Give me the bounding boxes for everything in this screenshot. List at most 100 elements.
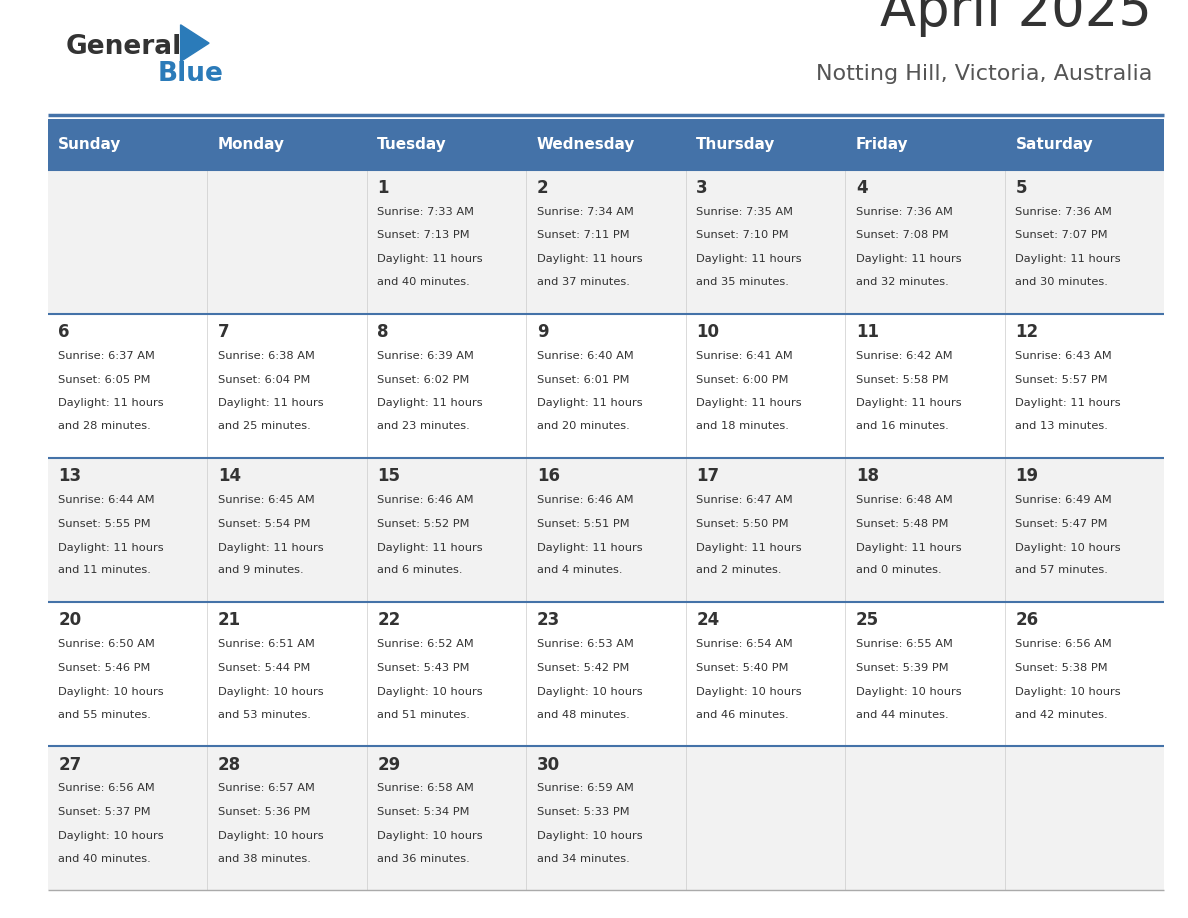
Text: Sunrise: 6:39 AM: Sunrise: 6:39 AM	[378, 351, 474, 361]
Text: and 4 minutes.: and 4 minutes.	[537, 565, 623, 576]
Text: 13: 13	[58, 467, 81, 486]
Text: Daylight: 11 hours: Daylight: 11 hours	[378, 398, 482, 409]
Text: Sunset: 5:58 PM: Sunset: 5:58 PM	[855, 375, 948, 385]
Text: 25: 25	[855, 611, 879, 630]
Text: 15: 15	[378, 467, 400, 486]
Text: and 0 minutes.: and 0 minutes.	[855, 565, 942, 576]
Text: 22: 22	[378, 611, 400, 630]
Text: Sunset: 5:48 PM: Sunset: 5:48 PM	[855, 519, 948, 529]
Text: Sunrise: 6:48 AM: Sunrise: 6:48 AM	[855, 495, 953, 505]
Text: Daylight: 11 hours: Daylight: 11 hours	[217, 543, 323, 553]
Bar	[207, 119, 367, 170]
Text: Wednesday: Wednesday	[537, 137, 636, 152]
Text: Sunrise: 6:59 AM: Sunrise: 6:59 AM	[537, 783, 633, 793]
Text: 14: 14	[217, 467, 241, 486]
Text: Sunrise: 7:36 AM: Sunrise: 7:36 AM	[855, 207, 953, 217]
Text: 24: 24	[696, 611, 720, 630]
Text: 27: 27	[58, 756, 82, 774]
Text: Daylight: 11 hours: Daylight: 11 hours	[855, 543, 961, 553]
Text: Sunset: 5:54 PM: Sunset: 5:54 PM	[217, 519, 310, 529]
Text: and 42 minutes.: and 42 minutes.	[1016, 710, 1108, 720]
Bar	[48, 458, 1164, 602]
Text: and 53 minutes.: and 53 minutes.	[217, 710, 310, 720]
Text: Daylight: 11 hours: Daylight: 11 hours	[855, 254, 961, 264]
Text: Daylight: 10 hours: Daylight: 10 hours	[217, 831, 323, 841]
Text: Sunset: 5:52 PM: Sunset: 5:52 PM	[378, 519, 469, 529]
Text: Sunrise: 6:57 AM: Sunrise: 6:57 AM	[217, 783, 315, 793]
Text: Sunrise: 6:38 AM: Sunrise: 6:38 AM	[217, 351, 315, 361]
Text: Daylight: 11 hours: Daylight: 11 hours	[1016, 254, 1121, 264]
Text: Sunrise: 6:58 AM: Sunrise: 6:58 AM	[378, 783, 474, 793]
Bar	[685, 119, 845, 170]
Text: Sunset: 5:40 PM: Sunset: 5:40 PM	[696, 663, 789, 673]
Text: Daylight: 11 hours: Daylight: 11 hours	[537, 254, 643, 264]
Text: Sunset: 6:04 PM: Sunset: 6:04 PM	[217, 375, 310, 385]
Text: 12: 12	[1016, 323, 1038, 341]
Text: Sunrise: 6:44 AM: Sunrise: 6:44 AM	[58, 495, 154, 505]
Text: Sunrise: 7:36 AM: Sunrise: 7:36 AM	[1016, 207, 1112, 217]
Text: and 30 minutes.: and 30 minutes.	[1016, 277, 1108, 287]
Text: 28: 28	[217, 756, 241, 774]
Bar	[526, 119, 685, 170]
Text: Sunset: 5:46 PM: Sunset: 5:46 PM	[58, 663, 151, 673]
Text: 18: 18	[855, 467, 879, 486]
Text: Daylight: 10 hours: Daylight: 10 hours	[855, 687, 961, 697]
Text: Daylight: 10 hours: Daylight: 10 hours	[1016, 543, 1121, 553]
Text: and 13 minutes.: and 13 minutes.	[1016, 421, 1108, 431]
Bar	[845, 119, 1005, 170]
Text: Sunset: 5:39 PM: Sunset: 5:39 PM	[855, 663, 948, 673]
Text: and 6 minutes.: and 6 minutes.	[378, 565, 463, 576]
Text: 20: 20	[58, 611, 81, 630]
Text: 2: 2	[537, 179, 549, 197]
Text: and 37 minutes.: and 37 minutes.	[537, 277, 630, 287]
Text: 8: 8	[378, 323, 388, 341]
Text: Saturday: Saturday	[1016, 137, 1093, 152]
Text: Sunrise: 6:42 AM: Sunrise: 6:42 AM	[855, 351, 953, 361]
Text: Sunrise: 6:46 AM: Sunrise: 6:46 AM	[378, 495, 474, 505]
Text: Daylight: 11 hours: Daylight: 11 hours	[696, 398, 802, 409]
Text: Sunrise: 6:46 AM: Sunrise: 6:46 AM	[537, 495, 633, 505]
Text: and 9 minutes.: and 9 minutes.	[217, 565, 303, 576]
Bar	[48, 170, 1164, 314]
Text: Daylight: 10 hours: Daylight: 10 hours	[58, 687, 164, 697]
Text: 29: 29	[378, 756, 400, 774]
Text: Blue: Blue	[158, 62, 223, 87]
Text: Daylight: 10 hours: Daylight: 10 hours	[1016, 687, 1121, 697]
Text: Sunset: 7:08 PM: Sunset: 7:08 PM	[855, 230, 948, 241]
Text: and 40 minutes.: and 40 minutes.	[58, 854, 151, 864]
Text: and 36 minutes.: and 36 minutes.	[378, 854, 470, 864]
Text: Sunrise: 7:34 AM: Sunrise: 7:34 AM	[537, 207, 633, 217]
Text: and 57 minutes.: and 57 minutes.	[1016, 565, 1108, 576]
Text: and 18 minutes.: and 18 minutes.	[696, 421, 789, 431]
Text: Daylight: 11 hours: Daylight: 11 hours	[58, 398, 164, 409]
Text: Friday: Friday	[855, 137, 909, 152]
Text: 19: 19	[1016, 467, 1038, 486]
Text: and 44 minutes.: and 44 minutes.	[855, 710, 948, 720]
Text: Sunset: 5:43 PM: Sunset: 5:43 PM	[378, 663, 469, 673]
Text: and 16 minutes.: and 16 minutes.	[855, 421, 949, 431]
Bar	[1005, 119, 1164, 170]
Polygon shape	[181, 25, 209, 62]
Text: Sunday: Sunday	[58, 137, 121, 152]
Text: Sunset: 7:11 PM: Sunset: 7:11 PM	[537, 230, 630, 241]
Text: and 55 minutes.: and 55 minutes.	[58, 710, 151, 720]
Text: Daylight: 11 hours: Daylight: 11 hours	[537, 398, 643, 409]
Text: Sunrise: 6:53 AM: Sunrise: 6:53 AM	[537, 639, 633, 649]
Text: 9: 9	[537, 323, 549, 341]
Text: Sunrise: 7:35 AM: Sunrise: 7:35 AM	[696, 207, 794, 217]
Text: Sunset: 5:44 PM: Sunset: 5:44 PM	[217, 663, 310, 673]
Text: 1: 1	[378, 179, 388, 197]
Text: Sunrise: 6:54 AM: Sunrise: 6:54 AM	[696, 639, 794, 649]
Text: Sunrise: 6:55 AM: Sunrise: 6:55 AM	[855, 639, 953, 649]
Text: and 20 minutes.: and 20 minutes.	[537, 421, 630, 431]
Text: Daylight: 11 hours: Daylight: 11 hours	[378, 254, 482, 264]
Text: Daylight: 10 hours: Daylight: 10 hours	[58, 831, 164, 841]
Text: April 2025: April 2025	[880, 0, 1152, 37]
Text: Daylight: 11 hours: Daylight: 11 hours	[696, 543, 802, 553]
Text: and 35 minutes.: and 35 minutes.	[696, 277, 789, 287]
Text: Daylight: 11 hours: Daylight: 11 hours	[696, 254, 802, 264]
Text: Sunset: 6:02 PM: Sunset: 6:02 PM	[378, 375, 469, 385]
Text: Sunset: 7:07 PM: Sunset: 7:07 PM	[1016, 230, 1108, 241]
Text: 26: 26	[1016, 611, 1038, 630]
Text: Sunrise: 6:56 AM: Sunrise: 6:56 AM	[58, 783, 154, 793]
